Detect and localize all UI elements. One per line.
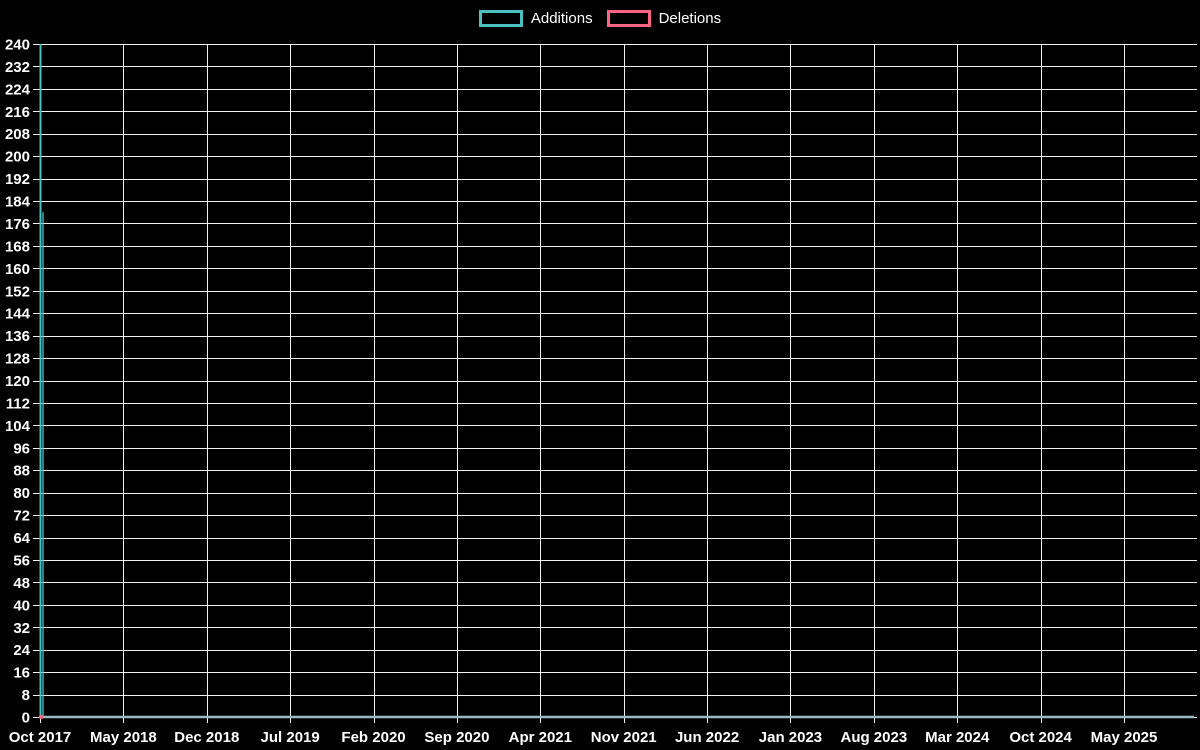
x-tick-label: Jan 2023	[759, 729, 822, 746]
y-tick-label: 240	[5, 37, 30, 54]
x-tick-label: Mar 2024	[925, 729, 990, 746]
y-tick-label: 32	[13, 620, 30, 637]
y-tick-label: 120	[5, 373, 30, 390]
y-tick-label: 200	[5, 149, 30, 166]
y-tick-label: 104	[5, 418, 31, 435]
y-tick-label: 192	[5, 171, 30, 188]
x-tick-label: Jul 2019	[261, 729, 320, 746]
y-tick-label: 128	[5, 351, 30, 368]
x-tick-label: Oct 2024	[1009, 729, 1072, 746]
y-tick-label: 224	[5, 81, 31, 98]
additions-swatch-icon	[478, 9, 523, 27]
legend-label-additions: Additions	[530, 9, 593, 27]
y-tick-label: 152	[5, 283, 30, 300]
y-tick-label: 48	[13, 575, 30, 592]
y-tick-label: 136	[5, 328, 30, 345]
deletions-zero-point	[38, 714, 44, 720]
y-tick-label: 112	[6, 395, 30, 412]
y-tick-label: 0	[22, 710, 30, 727]
y-tick-label: 40	[13, 597, 30, 614]
x-tick-label: Apr 2021	[509, 729, 572, 746]
x-tick-label: May 2025	[1091, 729, 1158, 746]
x-tick-label: Aug 2023	[840, 729, 907, 746]
x-tick-label: Sep 2020	[424, 729, 489, 746]
legend-item-additions[interactable]: Additions	[478, 9, 593, 27]
y-tick-label: 88	[13, 463, 30, 480]
y-tick-label: 176	[5, 216, 30, 233]
deletions-swatch-icon	[606, 9, 651, 27]
chart-legend: Additions Deletions	[0, 6, 1200, 30]
legend-label-deletions: Deletions	[658, 9, 722, 27]
y-tick-label: 208	[5, 126, 30, 143]
y-tick-label: 232	[5, 59, 30, 76]
y-tick-label: 64	[13, 530, 30, 547]
y-tick-label: 216	[5, 104, 30, 121]
y-tick-label: 144	[5, 306, 31, 323]
x-tick-label: May 2018	[90, 729, 157, 746]
legend-item-deletions[interactable]: Deletions	[606, 9, 722, 27]
y-tick-label: 160	[5, 261, 30, 278]
y-tick-label: 56	[13, 552, 30, 569]
y-tick-label: 16	[13, 665, 30, 682]
y-tick-label: 80	[13, 485, 30, 502]
y-tick-label: 168	[5, 238, 30, 255]
x-tick-label: Jun 2022	[675, 729, 739, 746]
y-tick-label: 96	[13, 440, 30, 457]
y-tick-label: 8	[22, 687, 30, 704]
y-tick-label: 184	[5, 194, 31, 211]
x-tick-label: Feb 2020	[341, 729, 405, 746]
x-tick-label: Oct 2017	[9, 729, 72, 746]
y-tick-label: 72	[13, 508, 30, 525]
y-tick-label: 24	[13, 642, 30, 659]
x-tick-label: Nov 2021	[591, 729, 657, 746]
x-tick-label: Dec 2018	[174, 729, 239, 746]
